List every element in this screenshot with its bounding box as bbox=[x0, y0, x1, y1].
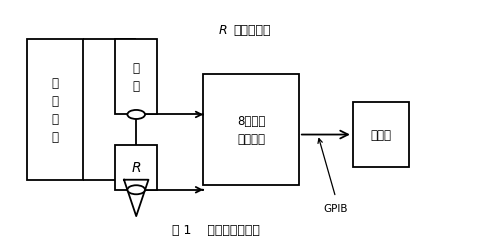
Circle shape bbox=[127, 186, 145, 194]
Text: GPIB: GPIB bbox=[323, 203, 348, 213]
Text: 8位半数
字多用表: 8位半数 字多用表 bbox=[237, 114, 265, 146]
Text: ：采样电阻: ：采样电阻 bbox=[234, 24, 271, 36]
Bar bbox=[203, 75, 299, 185]
Text: 图 1    测试系统组成图: 图 1 测试系统组成图 bbox=[172, 223, 259, 236]
Bar bbox=[27, 40, 83, 180]
Text: 线
圈
电
源: 线 圈 电 源 bbox=[51, 77, 59, 143]
Text: $R$: $R$ bbox=[218, 24, 227, 36]
Text: 计算机: 计算机 bbox=[370, 128, 392, 141]
Bar bbox=[115, 40, 157, 115]
Bar bbox=[115, 145, 157, 190]
Text: $R$: $R$ bbox=[131, 160, 141, 174]
Bar bbox=[353, 102, 409, 168]
Circle shape bbox=[127, 110, 145, 120]
Text: 线
圈: 线 圈 bbox=[132, 62, 140, 93]
